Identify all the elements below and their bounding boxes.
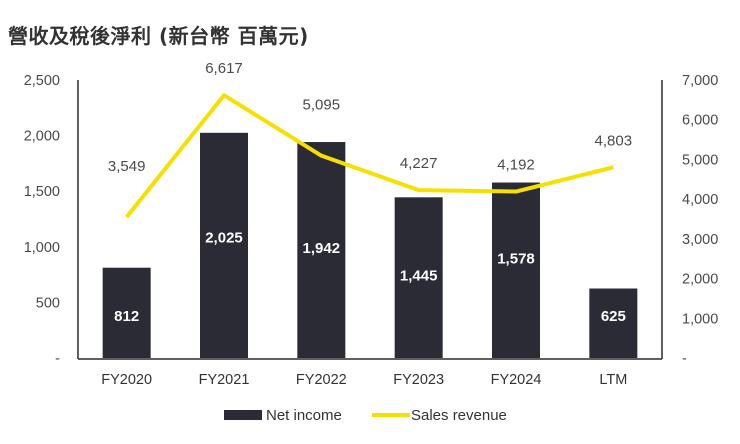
line-value-label: 4,803 — [595, 132, 633, 149]
bar-value-label: 1,578 — [497, 250, 535, 267]
x-axis-category: FY2021 — [199, 372, 250, 388]
left-axis-tick: - — [55, 351, 60, 367]
x-axis-category: FY2024 — [491, 372, 542, 388]
right-axis-tick: 4,000 — [682, 192, 718, 208]
legend-net-income-swatch — [224, 410, 262, 420]
right-axis-tick: 6,000 — [682, 113, 718, 129]
bar-net-income — [200, 132, 248, 358]
right-axis-tick: 2,000 — [682, 272, 718, 288]
right-axis-tick: - — [682, 351, 687, 367]
bar-net-income — [394, 197, 443, 358]
bar-value-label: 2,025 — [205, 229, 243, 246]
x-axis-category: FY2020 — [101, 372, 152, 388]
legend-net-income-label: Net income — [266, 407, 342, 424]
line-value-label: 5,095 — [303, 97, 341, 114]
bar-net-income — [297, 142, 346, 358]
left-axis-tick: 2,500 — [24, 73, 60, 89]
legend-sales-revenue-label: Sales revenue — [411, 407, 507, 424]
bar-net-income — [589, 288, 638, 358]
bar-value-label: 812 — [114, 308, 139, 325]
left-axis-tick: 1,500 — [24, 184, 60, 200]
left-axis-tick: 500 — [36, 295, 60, 311]
bar-value-label: 625 — [601, 308, 626, 325]
right-axis-tick: 1,000 — [682, 311, 718, 327]
x-axis-category: FY2023 — [393, 372, 444, 388]
line-value-label: 3,549 — [108, 158, 146, 175]
line-value-label: 4,227 — [400, 155, 438, 172]
left-axis-tick: 1,000 — [24, 240, 60, 256]
bar-net-income — [492, 182, 540, 358]
right-axis-tick: 7,000 — [682, 73, 718, 89]
right-axis-tick: 3,000 — [682, 232, 718, 248]
left-axis-tick: 2,000 — [24, 129, 60, 145]
bar-value-label: 1,445 — [400, 268, 438, 285]
line-value-label: 4,192 — [497, 157, 535, 174]
x-axis-category: FY2022 — [296, 372, 347, 388]
x-axis-category: LTM — [599, 372, 627, 388]
line-value-label: 6,617 — [205, 60, 243, 77]
bar-value-label: 1,942 — [303, 240, 341, 257]
right-axis-tick: 5,000 — [682, 152, 718, 168]
sales-revenue-line — [125, 93, 614, 219]
bar-net-income — [102, 267, 151, 358]
chart-title: 營收及稅後淨利 (新台幣 百萬元) — [8, 24, 309, 48]
